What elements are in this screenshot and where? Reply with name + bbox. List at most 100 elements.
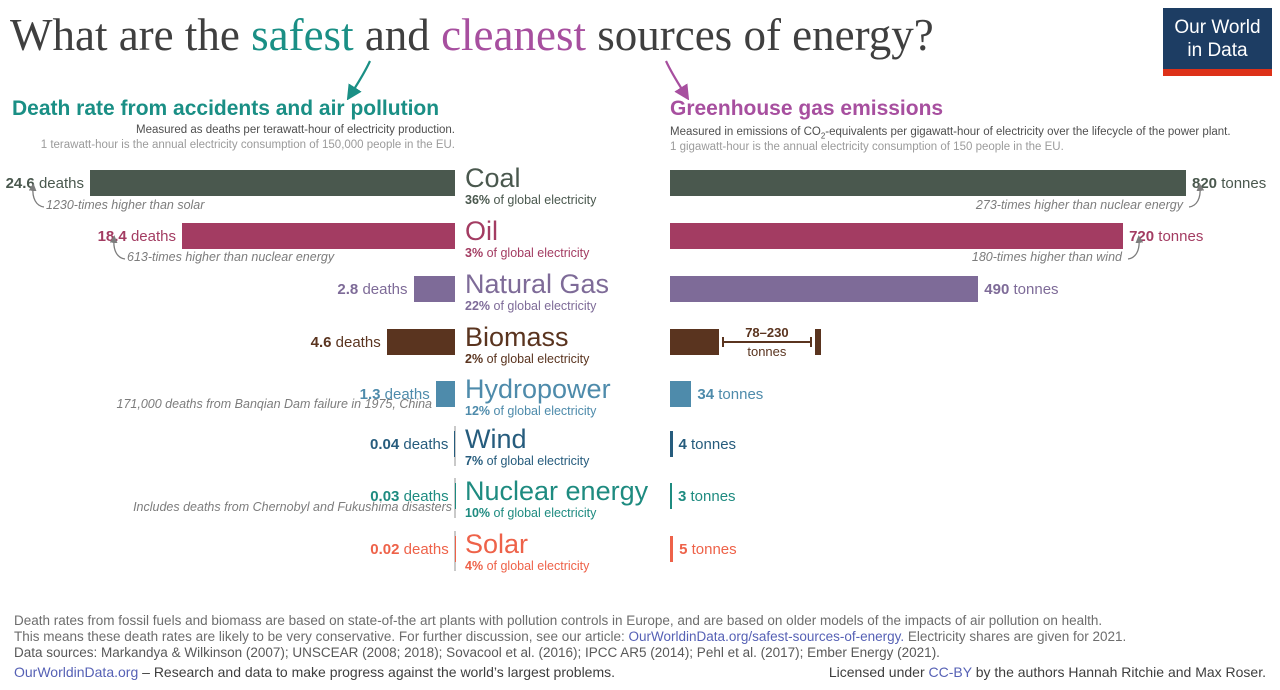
axis-tick [454,426,456,466]
electricity-share: 12% of global electricity [465,404,597,418]
category-name: Nuclear energy [465,476,649,506]
emissions-bar-oil [670,223,1124,249]
category-label-biomass: Biomass 2% of global electricity [465,323,589,366]
death-rate-value: 2.8 deaths [337,280,408,298]
logo-red-stripe [1163,69,1272,76]
owid-link[interactable]: OurWorldinData.org [14,664,139,680]
death-rate-value: 0.03 deaths [370,487,449,505]
article-link[interactable]: OurWorldinData.org/safest-sources-of-ene… [628,629,905,644]
annotation-oil-vs-wind: 180-times higher than wind [971,250,1122,264]
category-name: Wind [465,424,527,454]
range-line [722,337,812,347]
electricity-share: 7% of global electricity [465,454,590,468]
right-panel-heading: Greenhouse gas emissions [670,97,944,120]
teal-arrow-icon [346,60,371,100]
emissions-value: 5 tonnes [679,540,737,558]
left-panel-subtitle-2: 1 terawatt-hour is the annual electricit… [40,139,455,151]
title-text: What are the [10,10,252,60]
emissions-bar-hydro [670,381,692,407]
emissions-group-hydro: 34 tonnes [670,381,763,407]
death-rate-value: 0.04 deaths [369,435,449,453]
electricity-share: 3% of global electricity [465,246,590,260]
annotation-arrow-icon [1188,183,1205,208]
annotation-arrow-icon [109,235,126,260]
emissions-bar-solar [670,536,674,562]
death-rate-value: 1.3 deaths [359,385,430,403]
category-name: Solar [465,529,529,559]
annotation-arrow-icon [28,183,45,208]
left-panel-heading: Death rate from accidents and air pollut… [12,97,440,120]
category-label-coal: Coal 36% of global electricity [465,164,596,207]
death-rate-group-coal: 24.6 deaths [6,170,455,196]
emissions-group-nuclear: 3 tonnes [670,483,736,509]
death-rate-group-gas: 2.8 deaths [337,276,455,302]
death-rate-value: 0.02 deaths [370,540,449,558]
death-rate-group-solar: 0.02 deaths [370,536,455,562]
owid-logo: Our World in Data [1163,8,1272,76]
annotation-arrow-icon [1127,235,1144,260]
footer-note-2: This means these death rates are likely … [14,629,1127,644]
death-rate-group-biomass: 4.6 deaths [311,329,455,355]
emissions-group-gas: 490 tonnes [670,276,1059,302]
title-word-safest: safest [251,10,354,60]
death-rate-group-oil: 18.4 deaths [98,223,455,249]
category-label-gas: Natural Gas 22% of global electricity [465,270,609,313]
footer-note-1: Death rates from fossil fuels and biomas… [14,613,1103,628]
death-rate-group-nuclear: 0.03 deaths [370,483,455,509]
title-text: sources of energy? [585,10,934,60]
category-label-wind: Wind 7% of global electricity [465,425,589,468]
logo-line2: in Data [1187,40,1248,61]
ccby-link[interactable]: CC-BY [928,664,972,680]
range-label-value: 78–230 [745,325,789,340]
category-label-oil: Oil 3% of global electricity [465,217,589,260]
annotation-coal-vs-solar: 1230-times higher than solar [46,198,205,212]
annotation-nuclear-disasters: Includes deaths from Chernobyl and Fukus… [133,500,452,514]
category-label-hydro: Hydropower 12% of global electricity [465,375,611,418]
emissions-bar-wind [670,431,673,457]
annotation-coal-vs-nuclear: 273-times higher than nuclear energy [975,198,1183,212]
death-rate-bar-biomass [386,329,455,355]
emissions-group-solar: 5 tonnes [670,536,737,562]
emissions-value: 4 tonnes [678,435,737,453]
emissions-group-biomass: 78–230 tonnes [670,325,930,359]
emissions-group-oil: 720 tonnes [670,223,1203,249]
right-panel-subtitle-2: 1 gigawatt-hour is the annual electricit… [670,141,1064,153]
annotation-hydropower-dam: 171,000 deaths from Banqian Dam failure … [116,397,432,411]
axis-tick [454,478,456,518]
death-rate-value: 24.6 deaths [5,174,84,192]
emissions-bar-gas [670,276,979,302]
emissions-group-wind: 4 tonnes [670,431,736,457]
death-rate-bar-hydro [435,381,455,407]
footer-data-sources: Data sources: Markandya & Wilkinson (200… [14,645,940,660]
electricity-share: 36% of global electricity [465,193,597,207]
death-rate-value: 4.6 deaths [310,333,381,351]
axis-tick [454,531,456,571]
death-rate-bar-oil [182,223,455,249]
category-name: Oil [465,216,498,246]
footer-site-line: OurWorldinData.org – Research and data t… [14,664,616,680]
death-rate-group-hydro: 1.3 deaths [360,381,455,407]
title-word-cleanest: cleanest [441,10,586,60]
emissions-range-indicator: 78–230 tonnes [722,325,812,359]
page-title: What are the safest and cleanest sources… [10,6,934,64]
category-name: Coal [465,163,521,193]
emissions-bar-nuclear [670,483,672,509]
emissions-range-max-bar [814,329,821,355]
electricity-share: 10% of global electricity [465,506,597,520]
death-rate-group-wind: 0.04 deaths [370,431,455,457]
right-panel-subtitle-1: Measured in emissions of CO2-equivalents… [670,126,1231,141]
death-rate-bar-wind [454,431,455,457]
category-label-solar: Solar 4% of global electricity [465,530,589,573]
annotation-oil-vs-nuclear: 613-times higher than nuclear energy [127,250,335,264]
category-name: Hydropower [465,374,611,404]
electricity-share: 4% of global electricity [465,559,590,573]
emissions-group-coal: 820 tonnes [670,170,1266,196]
left-panel-subtitle-1: Measured as deaths per terawatt-hour of … [136,124,455,136]
category-label-nuclear: Nuclear energy 10% of global electricity [465,477,648,520]
purple-arrow-icon [665,60,690,100]
death-rate-bar-gas [413,276,455,302]
emissions-value: 490 tonnes [984,280,1059,298]
title-text: and [353,10,442,60]
category-name: Natural Gas [465,269,610,299]
